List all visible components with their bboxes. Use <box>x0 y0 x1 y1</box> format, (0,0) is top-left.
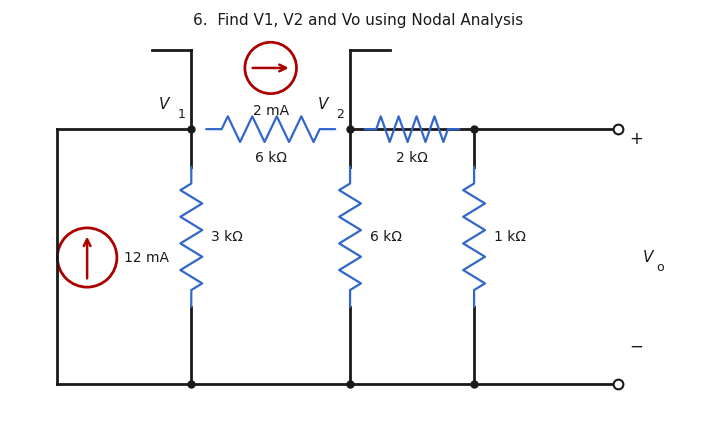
Text: 2 mA: 2 mA <box>253 105 289 118</box>
Text: V: V <box>643 250 653 265</box>
Text: +: + <box>629 130 643 148</box>
Text: 2 kΩ: 2 kΩ <box>396 151 427 165</box>
Text: o: o <box>657 261 664 274</box>
Text: 2: 2 <box>337 108 344 121</box>
Text: 6.  Find V1, V2 and Vo using Nodal Analysis: 6. Find V1, V2 and Vo using Nodal Analys… <box>193 13 523 28</box>
Text: 1: 1 <box>178 108 185 121</box>
Text: 1 kΩ: 1 kΩ <box>494 230 526 244</box>
Text: 6 kΩ: 6 kΩ <box>255 151 286 165</box>
Text: V: V <box>318 97 328 112</box>
Text: 6 kΩ: 6 kΩ <box>370 230 402 244</box>
Text: 12 mA: 12 mA <box>124 251 169 265</box>
Text: 3 kΩ: 3 kΩ <box>211 230 243 244</box>
Text: −: − <box>629 337 643 355</box>
Text: V: V <box>159 97 170 112</box>
